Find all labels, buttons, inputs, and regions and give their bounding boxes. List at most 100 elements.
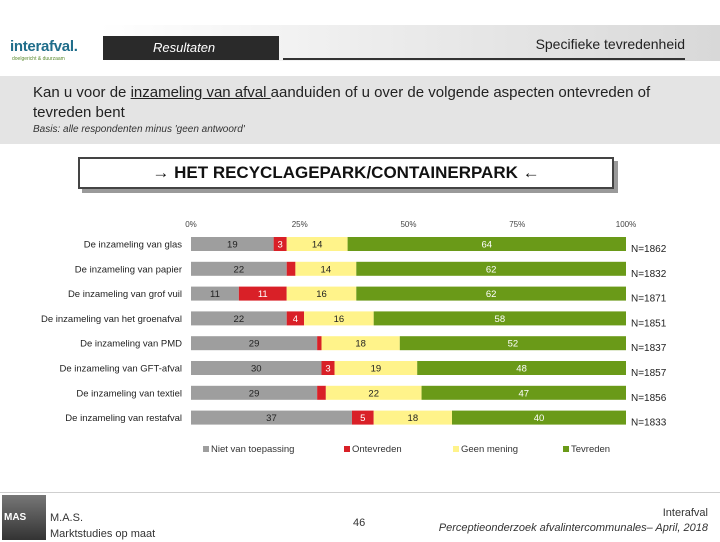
footer-org: M.A.S. Marktstudies op maat: [50, 510, 155, 542]
bar-segment: [421, 385, 626, 400]
bar-segment: [304, 311, 374, 326]
data-label: 14: [312, 240, 323, 251]
data-label: 52: [508, 339, 519, 350]
category-label: De inzameling van papier: [75, 264, 182, 275]
category-label: De inzameling van glas: [84, 240, 182, 251]
legend-entry: Ontevreden: [352, 444, 402, 455]
bar-segment: [191, 361, 322, 375]
bar-segment: [356, 286, 626, 301]
logo-tagline: doelgericht & duurzaam: [12, 56, 65, 62]
data-label: 16: [316, 289, 327, 300]
data-label: 16: [334, 314, 345, 325]
axis-tick-label: 25%: [292, 220, 308, 229]
data-label: 11: [258, 289, 268, 300]
bar-segment: [356, 261, 626, 276]
bar-segment: [325, 385, 422, 400]
data-label: 4: [293, 314, 298, 325]
data-label: 5: [360, 413, 365, 424]
bar-segment: [334, 361, 418, 375]
bar-segment: [317, 336, 322, 351]
axis-tick-label: 0%: [185, 220, 197, 229]
legend-swatch: [344, 446, 350, 452]
bar-segment: [286, 261, 296, 276]
data-label: 62: [486, 264, 497, 275]
category-label: De inzameling van textiel: [76, 388, 182, 399]
stacked-bar-chart: 0% 25% 50% 75% 100% De inzameling van glas 19 3…: [41, 220, 667, 455]
bar-segment: [191, 336, 318, 351]
data-label: 29: [249, 339, 260, 350]
footer-study: Perceptieonderzoek afvalintercommunales–…: [438, 522, 708, 534]
category-label: De inzameling van GFT-afval: [60, 364, 183, 375]
data-label: 14: [321, 264, 332, 275]
bar-segment: [417, 361, 626, 375]
bar-segment: [273, 237, 287, 251]
section-label: Resultaten: [103, 36, 279, 60]
data-label: 30: [251, 364, 262, 375]
data-label: 58: [495, 314, 506, 325]
footer-right: Interafval Perceptieonderzoek afvalinter…: [439, 506, 708, 536]
bar-segment: [373, 311, 626, 326]
axis-tick-label: 100%: [616, 220, 636, 229]
legend-entry: Tevreden: [571, 444, 610, 455]
n-label: N=1837: [631, 343, 667, 354]
data-label: 47: [518, 388, 529, 399]
bar-segment: [191, 261, 287, 276]
subtitle-underline: [283, 58, 685, 60]
data-label: 11: [210, 289, 220, 300]
data-label: 29: [249, 388, 260, 399]
legend-swatch: [453, 446, 459, 452]
question-text: Kan u voor de inzameling van afval aandu…: [33, 84, 651, 121]
data-label: 22: [234, 314, 245, 325]
n-label: N=1857: [631, 368, 667, 379]
bar-segment: [321, 336, 400, 351]
bar-segment: [295, 261, 357, 276]
legend-entry: Niet van toepassing: [211, 444, 294, 455]
category-label: De inzameling van het groenafval: [41, 314, 182, 325]
bar-segment: [191, 286, 239, 301]
axis-tick-label: 75%: [509, 220, 525, 229]
footer-divider: [0, 492, 720, 493]
data-label: 62: [486, 289, 497, 300]
mas-badge: MAS: [4, 512, 27, 523]
slide-subtitle: Specifieke tevredenheid: [535, 36, 685, 52]
footer-org-name: M.A.S.: [50, 512, 84, 524]
data-label: 40: [534, 413, 545, 424]
n-label: N=1856: [631, 393, 667, 404]
data-label: 18: [408, 413, 419, 424]
category-label: De inzameling van PMD: [80, 339, 182, 350]
bar-segment: [286, 311, 305, 326]
bar-segment: [399, 336, 626, 351]
legend-swatch: [203, 446, 209, 452]
bar-segment: [347, 237, 626, 251]
data-label: 19: [371, 364, 382, 375]
legend-entry: Geen mening: [461, 444, 518, 455]
n-label: N=1833: [631, 418, 667, 429]
data-label: 37: [266, 413, 277, 424]
data-label: 64: [482, 240, 493, 251]
bar-segment: [286, 286, 357, 301]
n-label: N=1871: [631, 294, 667, 305]
bar-segment: [191, 311, 287, 326]
bar-segment: [452, 410, 626, 425]
bar-segment: [321, 361, 335, 375]
bar-segment: [238, 286, 287, 301]
question-band: [0, 76, 720, 144]
n-label: N=1862: [631, 244, 667, 255]
data-label: 22: [234, 264, 245, 275]
basis-note: Basis: alle respondenten minus 'geen ant…: [33, 124, 245, 135]
bar-segment: [286, 237, 348, 251]
data-label: 3: [278, 240, 283, 251]
data-label: 3: [325, 364, 330, 375]
chart-title: → HET RECYCLAGEPARK/CONTAINERPARK ←: [78, 157, 614, 189]
axis-tick-label: 50%: [400, 220, 416, 229]
page-number: 46: [353, 517, 366, 529]
bar-segment: [317, 385, 326, 400]
n-label: N=1851: [631, 318, 667, 329]
bar-segment: [191, 410, 352, 425]
n-label: N=1832: [631, 269, 667, 280]
category-label: De inzameling van restafval: [65, 413, 182, 424]
bar-segment: [351, 410, 374, 425]
question-underlined: inzameling van afval: [130, 84, 271, 101]
bar-segment: [191, 237, 274, 251]
data-label: 22: [368, 388, 379, 399]
